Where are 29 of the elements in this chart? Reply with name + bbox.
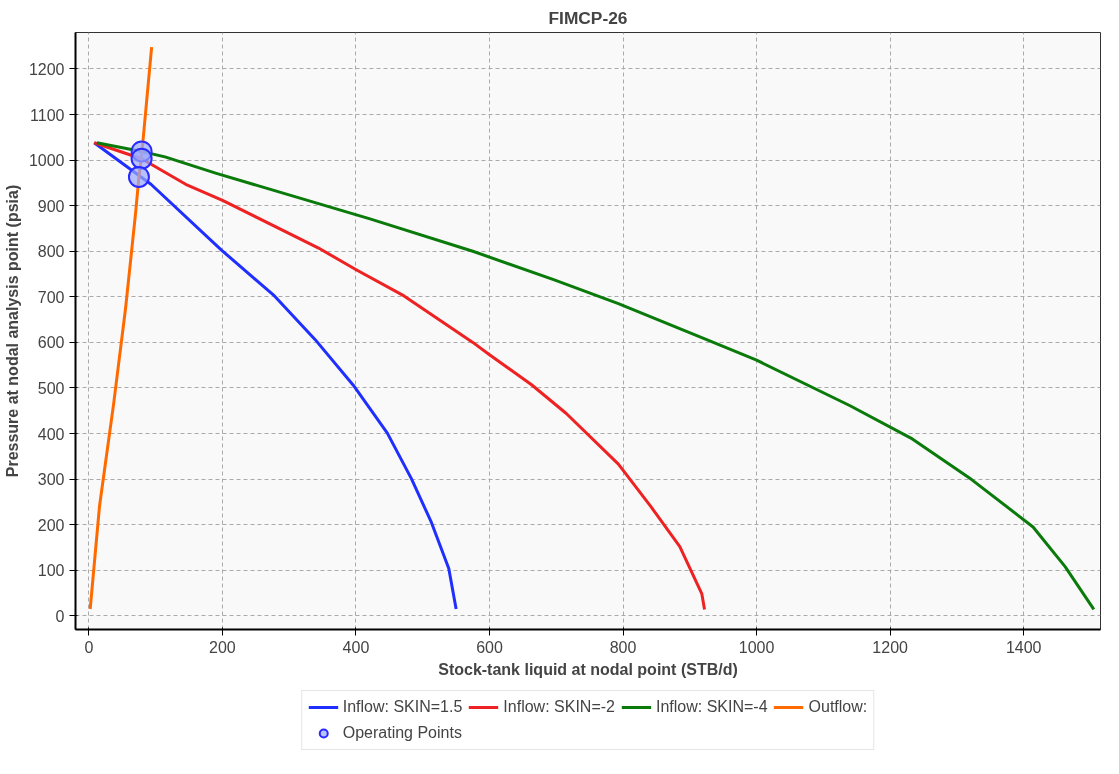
y-tick-label: 1000 xyxy=(28,152,65,170)
chart-title: FIMCP-26 xyxy=(548,7,628,28)
y-tick-label: 300 xyxy=(37,471,65,489)
x-tick-label: 0 xyxy=(84,638,94,656)
y-tick-label: 600 xyxy=(37,334,65,352)
y-tick-label: 0 xyxy=(55,607,65,625)
x-tick-label: 600 xyxy=(476,638,503,656)
y-tick-label: 200 xyxy=(37,516,65,534)
x-tick-label: 200 xyxy=(209,638,236,656)
x-tick-label: 400 xyxy=(342,638,370,656)
legend-label: Inflow: SKIN=-2 xyxy=(503,698,615,716)
y-axis-title: Pressure at nodal analysis point (psia) xyxy=(3,184,21,478)
y-tick-label: 700 xyxy=(37,288,65,306)
legend-label: Inflow: SKIN=1.5 xyxy=(342,698,463,716)
y-tick-label: 800 xyxy=(37,243,65,261)
x-tick-label: 1000 xyxy=(738,638,775,656)
legend-label: Inflow: SKIN=-4 xyxy=(655,698,768,716)
x-axis-title: Stock-tank liquid at nodal point (STB/d) xyxy=(438,660,738,678)
y-tick-label: 1100 xyxy=(30,106,65,124)
legend-label: Outflow: xyxy=(808,698,868,716)
y-tick-label: 500 xyxy=(37,379,65,397)
y-tick-label: 900 xyxy=(37,197,65,215)
y-tick-label: 100 xyxy=(37,562,65,580)
y-tick-label: 1200 xyxy=(28,60,65,78)
y-tick-label: 400 xyxy=(37,425,65,443)
x-tick-label: 800 xyxy=(609,638,637,656)
x-tick-label: 1200 xyxy=(872,638,909,656)
x-tick-label: 1400 xyxy=(1005,638,1042,656)
legend-label: Operating Points xyxy=(342,724,462,742)
